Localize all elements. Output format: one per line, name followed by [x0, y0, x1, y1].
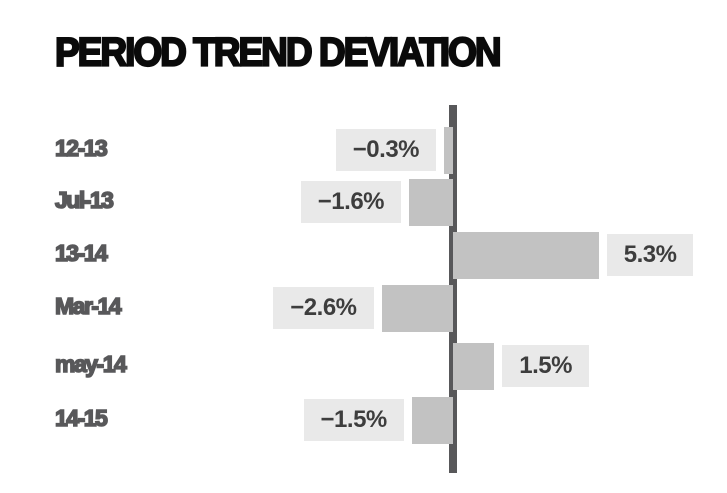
category-label: 12-13 [54, 134, 108, 162]
value-label-chip: −2.6% [273, 287, 374, 329]
deviation-bar [409, 178, 453, 226]
deviation-bar [411, 396, 453, 444]
category-label: Mar-14 [54, 292, 122, 320]
category-label: 13-14 [54, 239, 108, 267]
value-label-chip: −1.5% [303, 399, 404, 441]
deviation-bar [453, 231, 599, 279]
deviation-bar [453, 342, 495, 390]
deviation-bar [444, 126, 453, 174]
deviation-bar [381, 284, 453, 332]
category-label: may-14 [54, 350, 127, 378]
value-label-chip: 1.5% [502, 345, 589, 387]
value-label-chip: −0.3% [335, 129, 436, 171]
category-label: Jul-13 [54, 186, 115, 214]
category-label: 14-15 [54, 404, 108, 432]
value-label-chip: −1.6% [300, 181, 401, 223]
value-label-chip: 5.3% [606, 234, 694, 276]
baseline-axis [449, 105, 457, 473]
chart-title: PERIOD TREND DEVIATION [54, 29, 503, 75]
